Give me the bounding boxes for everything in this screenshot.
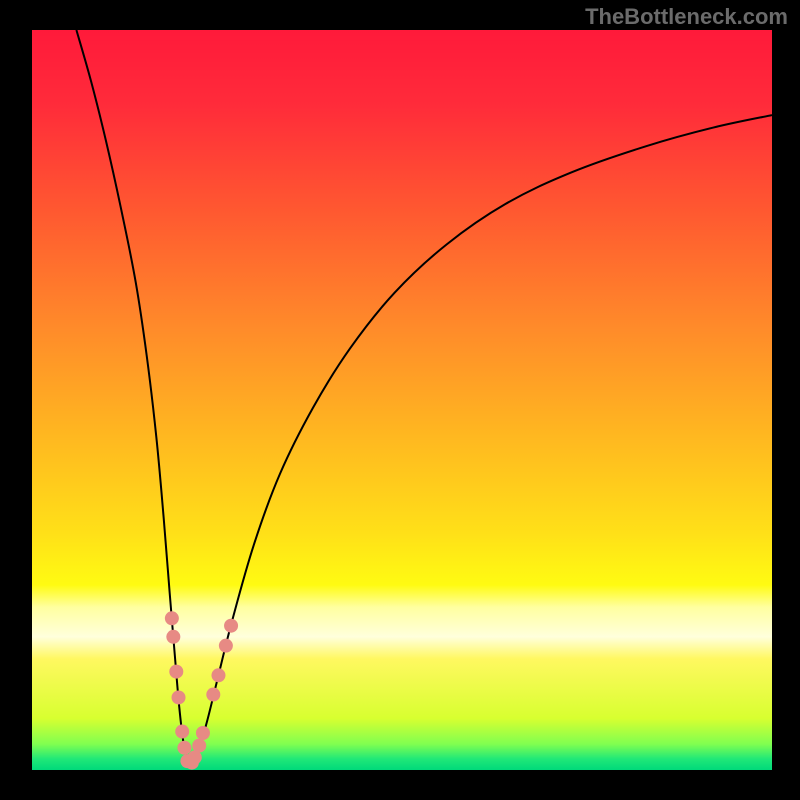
data-dot: [219, 639, 233, 653]
data-dot: [196, 726, 210, 740]
data-dot: [169, 665, 183, 679]
right-curve: [189, 115, 772, 765]
data-dot: [211, 668, 225, 682]
chart-canvas: TheBottleneck.com: [0, 0, 800, 800]
data-dot: [206, 688, 220, 702]
data-dot: [224, 619, 238, 633]
dots-group: [165, 611, 238, 769]
watermark-text: TheBottleneck.com: [585, 4, 788, 30]
curve-layer: [32, 30, 772, 770]
plot-area: [32, 30, 772, 770]
data-dot: [175, 725, 189, 739]
data-dot: [172, 690, 186, 704]
data-dot: [192, 739, 206, 753]
left-curve: [76, 30, 188, 766]
data-dot: [177, 741, 191, 755]
data-dot: [166, 630, 180, 644]
data-dot: [165, 611, 179, 625]
